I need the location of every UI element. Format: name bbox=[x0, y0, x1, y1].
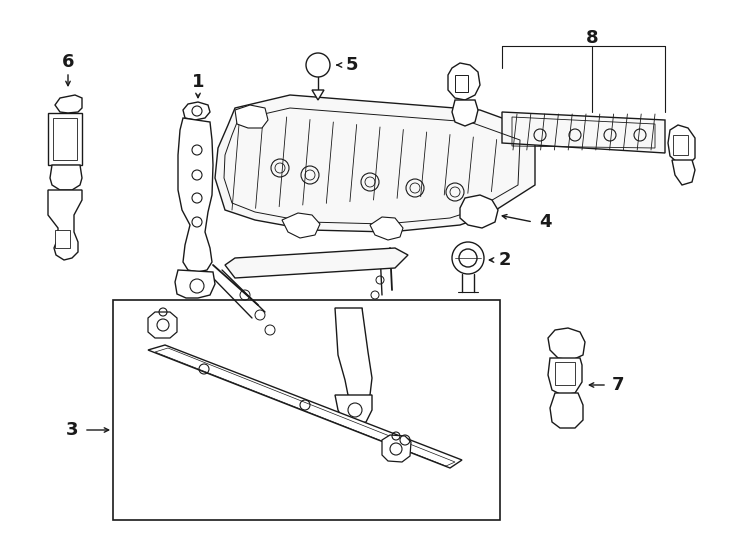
Polygon shape bbox=[148, 312, 177, 338]
Polygon shape bbox=[225, 248, 408, 278]
Polygon shape bbox=[148, 345, 462, 468]
Polygon shape bbox=[502, 112, 665, 153]
Polygon shape bbox=[673, 135, 688, 155]
Polygon shape bbox=[335, 308, 372, 400]
Polygon shape bbox=[335, 395, 372, 425]
Polygon shape bbox=[555, 362, 575, 385]
Polygon shape bbox=[175, 270, 215, 298]
Polygon shape bbox=[55, 95, 82, 113]
Polygon shape bbox=[215, 95, 535, 232]
Polygon shape bbox=[370, 217, 403, 240]
Text: 4: 4 bbox=[539, 213, 551, 231]
Polygon shape bbox=[548, 328, 585, 360]
Polygon shape bbox=[382, 435, 411, 462]
Text: 6: 6 bbox=[62, 53, 74, 71]
Polygon shape bbox=[113, 300, 500, 520]
Polygon shape bbox=[48, 113, 82, 165]
Polygon shape bbox=[235, 105, 268, 128]
Polygon shape bbox=[282, 213, 320, 238]
Polygon shape bbox=[448, 63, 480, 100]
Polygon shape bbox=[183, 102, 210, 120]
Polygon shape bbox=[460, 195, 498, 228]
Text: 2: 2 bbox=[498, 251, 512, 269]
Polygon shape bbox=[53, 118, 77, 160]
Polygon shape bbox=[50, 165, 82, 190]
Polygon shape bbox=[455, 75, 468, 92]
Polygon shape bbox=[672, 160, 695, 185]
Polygon shape bbox=[668, 125, 695, 165]
Polygon shape bbox=[452, 100, 478, 126]
Text: 5: 5 bbox=[346, 56, 358, 74]
Text: 1: 1 bbox=[192, 73, 204, 91]
Text: 3: 3 bbox=[66, 421, 79, 439]
Polygon shape bbox=[178, 118, 213, 272]
Polygon shape bbox=[550, 393, 583, 428]
Polygon shape bbox=[48, 190, 82, 260]
Text: 8: 8 bbox=[586, 29, 598, 47]
Polygon shape bbox=[312, 90, 324, 100]
Polygon shape bbox=[55, 230, 70, 248]
Text: 7: 7 bbox=[611, 376, 624, 394]
Polygon shape bbox=[548, 358, 582, 395]
